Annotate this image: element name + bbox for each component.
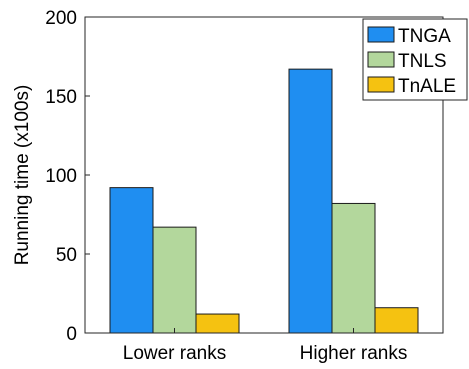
y-tick-label: 0 [66,324,77,345]
x-tick-label: Higher ranks [300,343,408,364]
y-tick-label: 150 [45,87,77,108]
bar-tnale-higher-ranks [374,307,419,334]
legend-swatch-tnale [367,76,395,93]
y-axis-title: Running time (x100s) [12,85,33,266]
y-tick-label: 100 [45,166,77,187]
legend-label-tnga: TNGA [398,26,451,47]
legend: TNGA TNLS TnALE [362,18,468,101]
bar-tnale-lower-ranks [195,313,240,334]
bars-group [109,68,419,334]
bar-tnga-higher-ranks [288,68,333,334]
y-axis-ticks: 0 50 100 150 200 [45,8,90,345]
legend-label-tnls: TNLS [398,51,447,72]
bar-tnls-higher-ranks [331,202,376,334]
legend-swatch-tnga [367,26,395,43]
legend-label-tnale: TnALE [398,76,456,97]
x-tick-label: Lower ranks [123,343,227,364]
bar-tnls-lower-ranks [152,226,197,334]
x-axis-ticks: Lower ranks Higher ranks [123,328,408,364]
y-tick-label: 200 [45,8,77,29]
y-tick-label: 50 [56,245,77,266]
bar-tnga-lower-ranks [109,187,154,334]
legend-swatch-tnls [367,51,395,68]
